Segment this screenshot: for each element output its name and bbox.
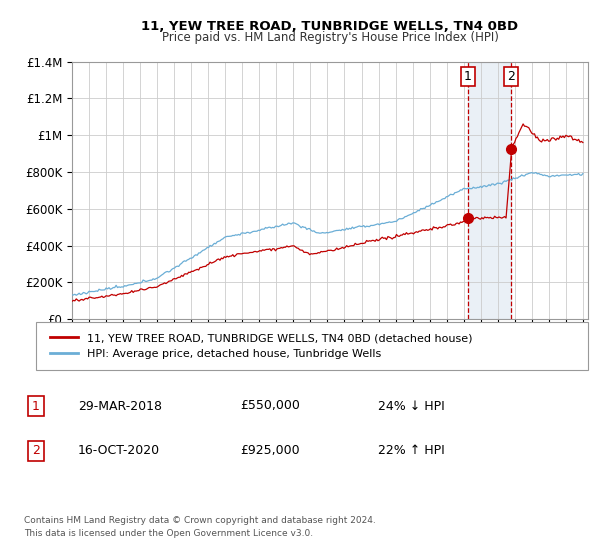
Text: 2: 2 [507,70,515,83]
Text: 1: 1 [32,399,40,413]
Text: £925,000: £925,000 [240,444,299,458]
Text: 1: 1 [464,70,472,83]
Text: 24% ↓ HPI: 24% ↓ HPI [378,399,445,413]
Text: 2: 2 [32,444,40,458]
FancyBboxPatch shape [36,322,588,370]
Text: Price paid vs. HM Land Registry's House Price Index (HPI): Price paid vs. HM Land Registry's House … [161,31,499,44]
Text: Contains HM Land Registry data © Crown copyright and database right 2024.
This d: Contains HM Land Registry data © Crown c… [24,516,376,538]
Text: 11, YEW TREE ROAD, TUNBRIDGE WELLS, TN4 0BD: 11, YEW TREE ROAD, TUNBRIDGE WELLS, TN4 … [142,20,518,32]
Text: £550,000: £550,000 [240,399,300,413]
Text: 16-OCT-2020: 16-OCT-2020 [78,444,160,458]
Bar [468,62,511,319]
Legend: 11, YEW TREE ROAD, TUNBRIDGE WELLS, TN4 0BD (detached house), HPI: Average price: 11, YEW TREE ROAD, TUNBRIDGE WELLS, TN4 … [47,330,476,362]
Text: 29-MAR-2018: 29-MAR-2018 [78,399,162,413]
Text: 22% ↑ HPI: 22% ↑ HPI [378,444,445,458]
